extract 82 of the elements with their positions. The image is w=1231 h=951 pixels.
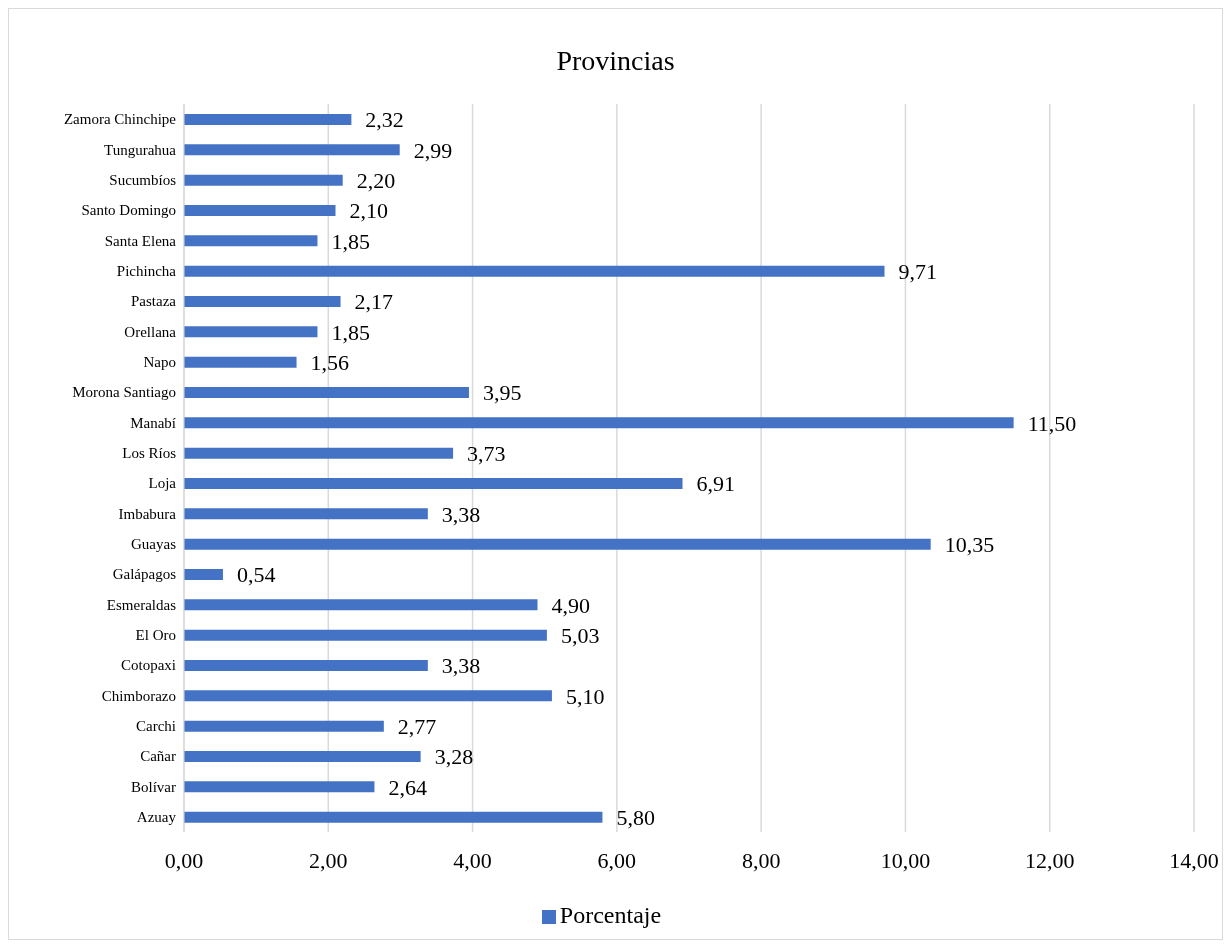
legend-label: Porcentaje [559, 902, 662, 928]
bar [184, 781, 375, 793]
x-tick-label: 8,00 [741, 847, 781, 873]
y-tick-label: Tungurahua [104, 141, 177, 158]
y-tick-label: Napo [143, 354, 176, 371]
bar [184, 417, 1014, 429]
x-tick-label: 6,00 [597, 847, 637, 873]
x-tick-label: 0,00 [164, 847, 204, 873]
y-tick-label: Azuay [136, 809, 177, 826]
bar [184, 265, 885, 277]
data-label: 3,38 [441, 653, 481, 679]
x-tick-label: 4,00 [453, 847, 492, 873]
bar [184, 690, 552, 702]
y-tick-label: Chimborazo [101, 687, 176, 704]
data-label: 5,80 [616, 804, 655, 830]
data-label: 1,85 [331, 319, 370, 345]
y-tick-label: Galápagos [112, 566, 177, 583]
bar [184, 144, 400, 156]
y-tick-label: Zamora Chinchipe [63, 111, 177, 128]
data-label: 3,28 [434, 744, 474, 770]
data-label: 2,77 [397, 713, 437, 739]
y-tick-label: Sucumbíos [109, 172, 177, 189]
bar [184, 599, 538, 611]
y-tick-label: Cañar [140, 748, 176, 765]
bar [184, 478, 683, 489]
data-label: 2,17 [354, 289, 394, 315]
data-label: 5,03 [560, 622, 600, 648]
data-label: 1,85 [331, 228, 370, 254]
data-label: 11,50 [1027, 410, 1077, 436]
y-tick-label: Manabí [130, 414, 176, 431]
bar [184, 174, 343, 186]
y-tick-label: Orellana [124, 323, 177, 340]
bar [184, 205, 336, 216]
y-tick-label: Cotopaxi [121, 657, 176, 674]
bar [184, 660, 428, 671]
y-tick-label: Carchi [136, 718, 176, 735]
bar [184, 387, 469, 398]
data-label: 6,91 [696, 471, 736, 497]
bar [184, 508, 428, 520]
y-tick-label: Morona Santiago [72, 384, 176, 401]
y-tick-label: Esmeraldas [106, 596, 177, 613]
bar [184, 326, 318, 338]
data-label: 1,56 [310, 349, 350, 375]
data-label: 2,64 [388, 774, 427, 800]
data-label: 2,99 [413, 137, 453, 163]
bar [184, 235, 318, 247]
y-tick-label: Loja [148, 475, 177, 492]
data-label: 3,73 [467, 440, 506, 466]
bar [184, 356, 297, 368]
data-label: 2,20 [356, 167, 396, 193]
data-label: 10,35 [944, 531, 995, 557]
bar [184, 447, 454, 459]
chart-title: Provincias [555, 45, 676, 77]
bar [184, 538, 931, 550]
x-tick-label: 14,00 [1169, 847, 1219, 873]
x-tick-label: 2,00 [309, 847, 348, 873]
y-tick-label: Santa Elena [104, 232, 177, 249]
bar [184, 751, 421, 762]
data-label: 9,71 [898, 258, 938, 284]
y-tick-label: Los Ríos [122, 445, 177, 462]
data-label: 2,32 [365, 107, 404, 133]
bar [184, 629, 547, 641]
data-label: 2,10 [349, 198, 388, 224]
data-label: 3,38 [441, 501, 481, 527]
y-tick-label: Bolívar [131, 778, 176, 795]
bar [184, 811, 603, 823]
x-tick-label: 12,00 [1024, 847, 1075, 873]
data-label: 3,95 [482, 380, 522, 406]
x-tick-label: 10,00 [880, 847, 931, 873]
y-tick-label: Guayas [131, 536, 177, 553]
bar [184, 296, 341, 307]
data-label: 4,90 [551, 592, 590, 618]
bar [184, 720, 384, 732]
data-label: 5,10 [565, 683, 605, 709]
y-tick-label: Santo Domingo [81, 202, 176, 219]
data-label: 0,54 [236, 562, 276, 588]
y-tick-label: Pichincha [116, 263, 177, 280]
bar [184, 114, 352, 125]
bar [184, 569, 223, 580]
y-tick-label: Pastaza [131, 293, 177, 310]
y-tick-label: El Oro [135, 627, 176, 644]
y-tick-label: Imbabura [118, 505, 177, 522]
